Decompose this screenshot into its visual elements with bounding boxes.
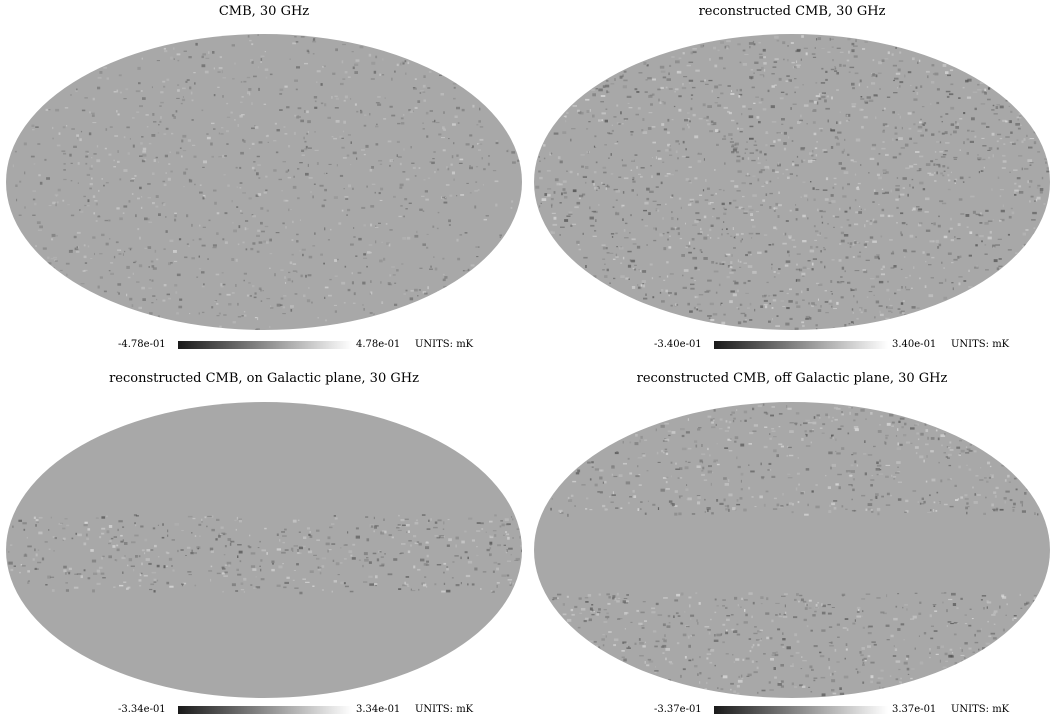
colorbar: -3.40e-01 3.40e-01 UNITS: mK	[528, 339, 1056, 353]
mollweide-map	[6, 402, 522, 698]
panel-title: reconstructed CMB, 30 GHz	[698, 4, 886, 19]
colorbar-units-label: UNITS: mK	[951, 704, 1010, 715]
colorbar-gradient	[714, 706, 888, 714]
panel-title: reconstructed CMB, off Galactic plane, 3…	[636, 371, 948, 386]
colorbar-units-label: UNITS: mK	[951, 339, 1010, 350]
colorbar-max-label: 3.34e-01	[356, 704, 401, 715]
panel-title: reconstructed CMB, on Galactic plane, 30…	[109, 371, 419, 386]
panel-title: CMB, 30 GHz	[218, 4, 310, 19]
colorbar-units-label: UNITS: mK	[415, 704, 474, 715]
colorbar-min-label: -4.78e-01	[118, 339, 166, 350]
colorbar-min-label: -3.37e-01	[654, 704, 702, 715]
panel-reconstructed-off-plane: reconstructed CMB, off Galactic plane, 3…	[528, 362, 1056, 724]
mollweide-map	[534, 402, 1050, 698]
anisotropy-speckles	[535, 35, 1050, 330]
mollweide-map	[534, 34, 1050, 330]
colorbar-max-label: 4.78e-01	[356, 339, 401, 350]
colorbar: -4.78e-01 4.78e-01 UNITS: mK	[0, 339, 528, 353]
panel-reconstructed-cmb: reconstructed CMB, 30 GHz -3.40e-01 3.40…	[528, 0, 1056, 362]
anisotropy-speckles	[550, 403, 1039, 697]
colorbar-min-label: -3.34e-01	[118, 704, 166, 715]
mollweide-map	[6, 34, 522, 330]
colorbar: -3.37e-01 3.37e-01 UNITS: mK	[528, 704, 1056, 718]
colorbar-max-label: 3.40e-01	[892, 339, 937, 350]
colorbar-max-label: 3.37e-01	[892, 704, 937, 715]
colorbar: -3.34e-01 3.34e-01 UNITS: mK	[0, 704, 528, 718]
panel-reconstructed-on-plane: reconstructed CMB, on Galactic plane, 30…	[0, 362, 528, 724]
panel-cmb: CMB, 30 GHz -4.78e-01 4.78e-01 UNITS: mK	[0, 0, 528, 362]
colorbar-gradient	[178, 706, 352, 714]
colorbar-gradient	[714, 341, 888, 349]
colorbar-min-label: -3.40e-01	[654, 339, 702, 350]
sky-ellipse	[534, 402, 1050, 698]
sky-ellipse	[6, 34, 522, 330]
sky-ellipse	[534, 34, 1050, 330]
anisotropy-speckles	[12, 34, 521, 330]
anisotropy-speckles	[8, 514, 522, 595]
colorbar-gradient	[178, 341, 352, 349]
colorbar-units-label: UNITS: mK	[415, 339, 474, 350]
